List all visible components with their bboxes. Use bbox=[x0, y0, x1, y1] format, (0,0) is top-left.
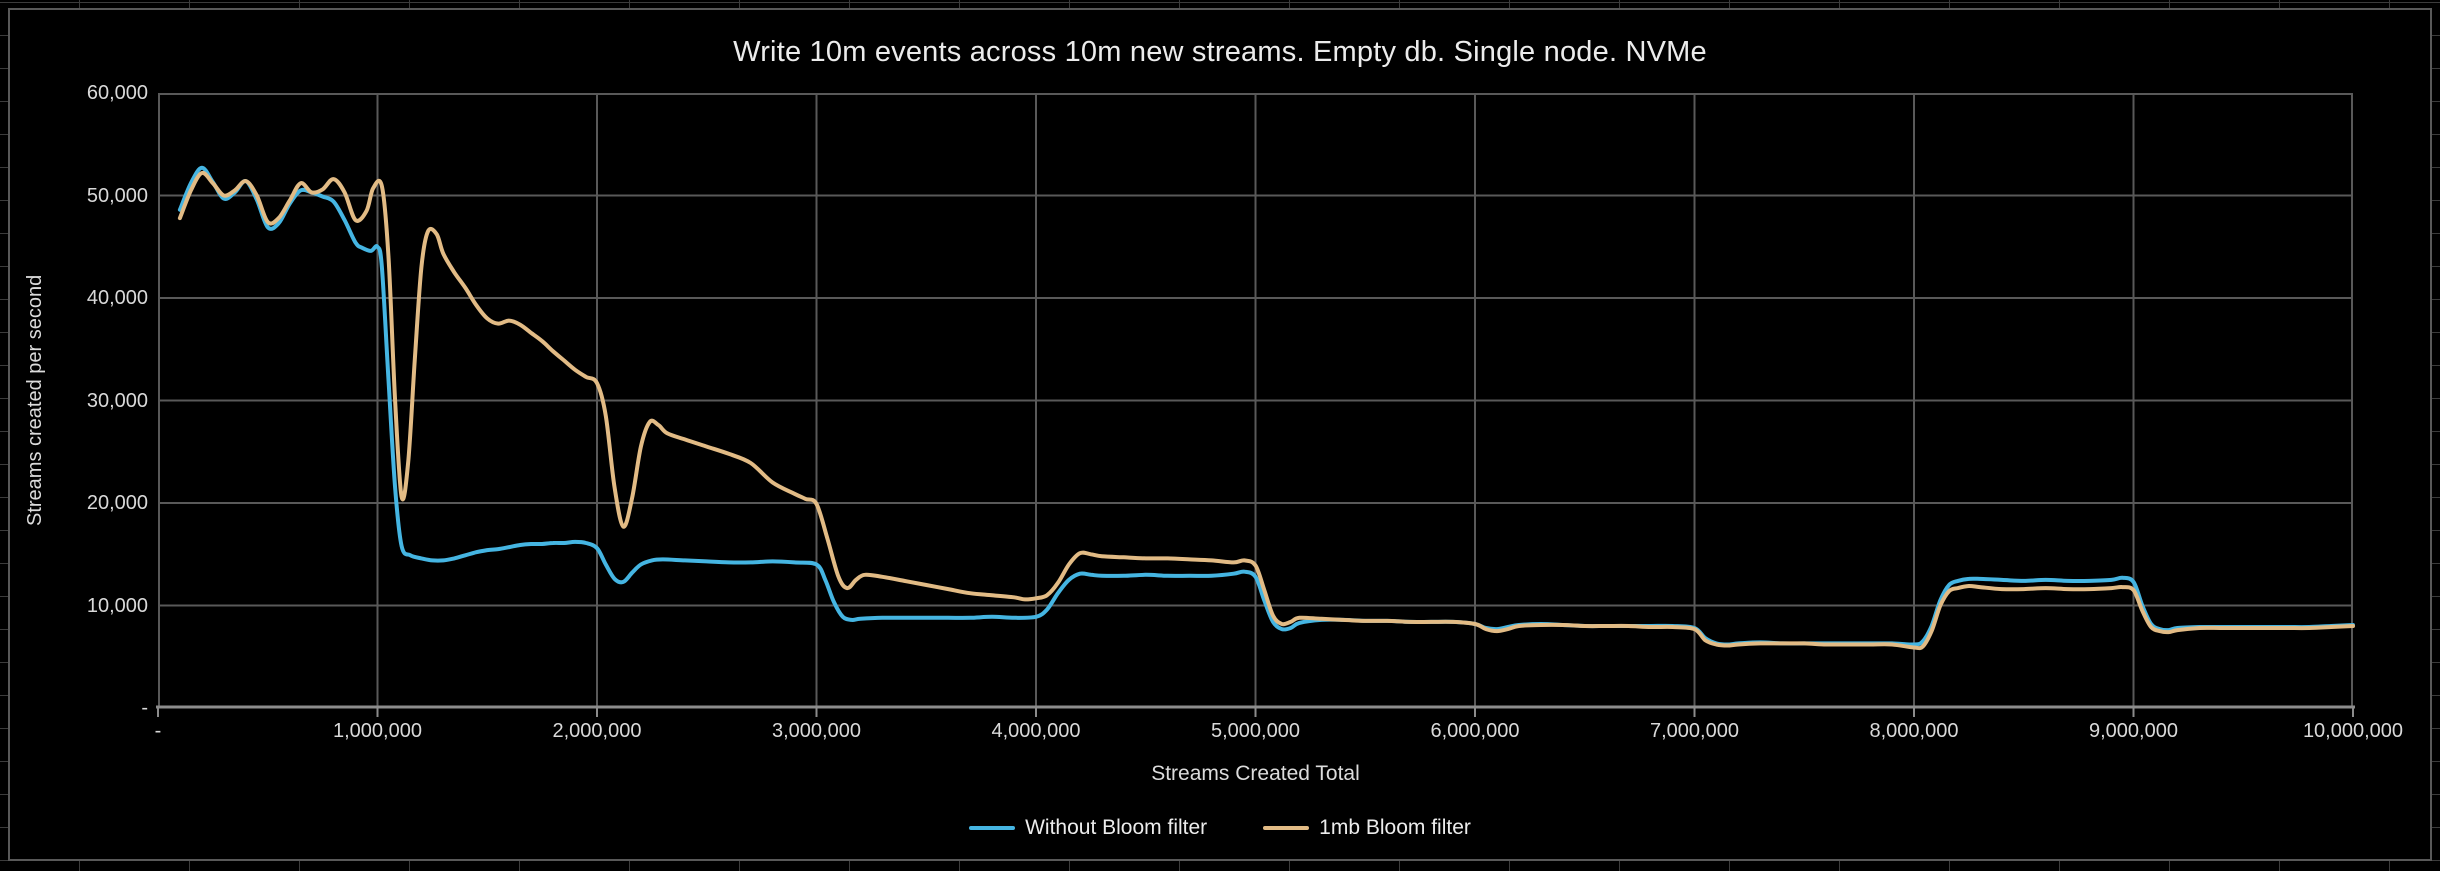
legend-label-without-bloom-filter: Without Bloom filter bbox=[1025, 816, 1208, 839]
y-tick-label: 20,000 bbox=[86, 492, 148, 514]
y-tick-label: 40,000 bbox=[86, 287, 148, 309]
y-tick-label: - bbox=[141, 697, 148, 719]
x-tick-label: 6,000,000 bbox=[1430, 720, 1520, 742]
x-tick-label: - bbox=[154, 720, 162, 742]
legend: Without Bloom filter 1mb Bloom filter bbox=[10, 816, 2430, 840]
y-tick-label: 30,000 bbox=[86, 389, 148, 412]
series-line-without-bloom-filter bbox=[177, 165, 2355, 647]
x-tick-label: 8,000,000 bbox=[1869, 720, 1959, 742]
x-tick-label: 2,000,000 bbox=[552, 720, 642, 742]
chart-object[interactable]: Write 10m events across 10m new streams.… bbox=[8, 8, 2432, 861]
x-tick-label: 9,000,000 bbox=[2089, 720, 2178, 742]
x-axis-title: Streams Created Total bbox=[1151, 762, 1360, 785]
legend-line-1mb-bloom-filter bbox=[1263, 826, 1310, 830]
y-tick-label: 60,000 bbox=[86, 82, 148, 104]
legend-item-without-bloom-filter[interactable]: Without Bloom filter bbox=[969, 816, 1207, 840]
x-tick-label: 3,000,000 bbox=[772, 720, 861, 742]
series-line-1mb-bloom-filter bbox=[177, 170, 2355, 651]
y-tick-label: 10,000 bbox=[86, 594, 148, 617]
legend-item-1mb-bloom-filter[interactable]: 1mb Bloom filter bbox=[1263, 816, 1471, 840]
x-tick-label: 7,000,000 bbox=[1650, 720, 1739, 742]
x-tick-label: 10,000,000 bbox=[2302, 720, 2404, 742]
chart-title: Write 10m events across 10m new streams.… bbox=[733, 36, 1707, 68]
legend-line-without-bloom-filter bbox=[969, 826, 1016, 830]
x-tick-label: 1,000,000 bbox=[333, 720, 422, 742]
plot-svg bbox=[156, 93, 2355, 717]
legend-label-1mb-bloom-filter: 1mb Bloom filter bbox=[1319, 816, 1471, 839]
x-tick-label: 4,000,000 bbox=[991, 720, 1081, 742]
plot-area bbox=[156, 93, 2355, 717]
y-tick-label: 50,000 bbox=[86, 184, 148, 207]
x-tick-label: 5,000,000 bbox=[1211, 720, 1300, 742]
